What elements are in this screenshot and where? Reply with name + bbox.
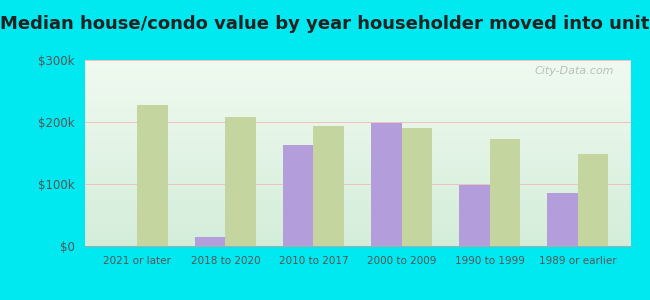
Bar <box>194 237 226 246</box>
Bar <box>459 185 489 246</box>
Text: Median house/condo value by year householder moved into unit: Median house/condo value by year househo… <box>0 15 650 33</box>
Bar <box>226 117 256 246</box>
Bar <box>137 105 168 246</box>
Bar <box>370 123 402 246</box>
Bar <box>489 140 521 246</box>
Bar <box>547 193 578 246</box>
Bar <box>283 145 313 246</box>
Bar <box>313 126 345 246</box>
Bar <box>578 154 608 246</box>
Bar <box>402 128 432 246</box>
Text: City-Data.com: City-Data.com <box>534 66 614 76</box>
